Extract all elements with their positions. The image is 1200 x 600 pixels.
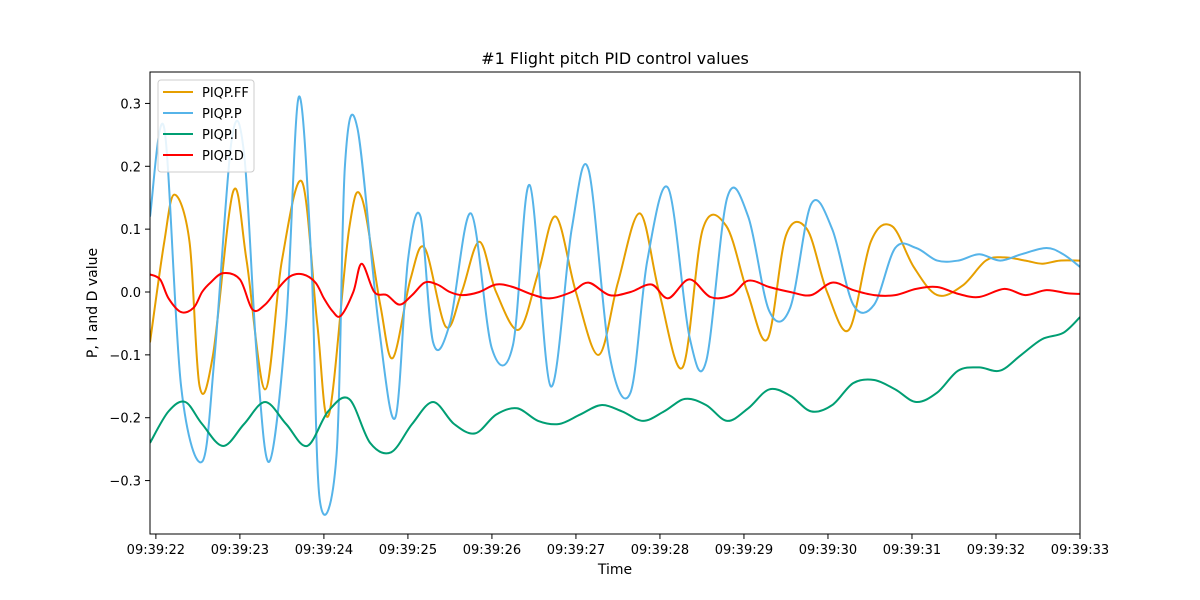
y-axis-ticks: 0.3 0.2 0.1 0.0 −0.1 −0.2 −0.3 bbox=[109, 97, 150, 489]
x-tick-label: 09:39:23 bbox=[211, 543, 269, 558]
legend-label-piqp-p: PIQP.P bbox=[202, 107, 242, 122]
legend-label-piqp-i: PIQP.I bbox=[202, 128, 238, 143]
series-line-piqp-p bbox=[150, 96, 1080, 514]
x-tick-label: 09:39:31 bbox=[883, 543, 941, 558]
y-tick-label: −0.3 bbox=[109, 475, 141, 490]
y-tick-label: −0.2 bbox=[109, 412, 141, 427]
axes-layer bbox=[150, 72, 1080, 534]
y-tick-label: 0.0 bbox=[120, 286, 141, 301]
x-tick-label: 09:39:33 bbox=[1051, 543, 1109, 558]
series-line-piqp-i bbox=[150, 317, 1080, 453]
x-tick-label: 09:39:28 bbox=[631, 543, 689, 558]
y-axis-label: P, I and D value bbox=[85, 248, 101, 358]
x-tick-label: 09:39:27 bbox=[547, 543, 605, 558]
x-tick-label: 09:39:32 bbox=[967, 543, 1025, 558]
y-tick-label: −0.1 bbox=[109, 349, 141, 364]
legend-label-piqp-ff: PIQP.FF bbox=[202, 86, 249, 101]
y-tick-label: 0.2 bbox=[120, 160, 141, 175]
plot-frame bbox=[150, 72, 1080, 534]
legend: PIQP.FF PIQP.P PIQP.I PIQP.D bbox=[158, 80, 254, 172]
x-tick-label: 09:39:25 bbox=[379, 543, 437, 558]
chart-title: #1 Flight pitch PID control values bbox=[481, 49, 749, 68]
legend-label-piqp-d: PIQP.D bbox=[202, 149, 244, 164]
x-axis-label: Time bbox=[597, 562, 632, 578]
y-tick-label: 0.3 bbox=[120, 97, 141, 112]
x-axis-ticks: 09:39:22 09:39:23 09:39:24 09:39:25 09:39:26… bbox=[127, 534, 1110, 558]
x-tick-label: 09:39:26 bbox=[463, 543, 521, 558]
x-tick-label: 09:39:29 bbox=[715, 543, 773, 558]
series-layer bbox=[150, 96, 1080, 514]
x-tick-label: 09:39:22 bbox=[127, 543, 185, 558]
x-tick-label: 09:39:30 bbox=[799, 543, 857, 558]
y-tick-label: 0.1 bbox=[120, 223, 141, 238]
x-tick-label: 09:39:24 bbox=[295, 543, 353, 558]
